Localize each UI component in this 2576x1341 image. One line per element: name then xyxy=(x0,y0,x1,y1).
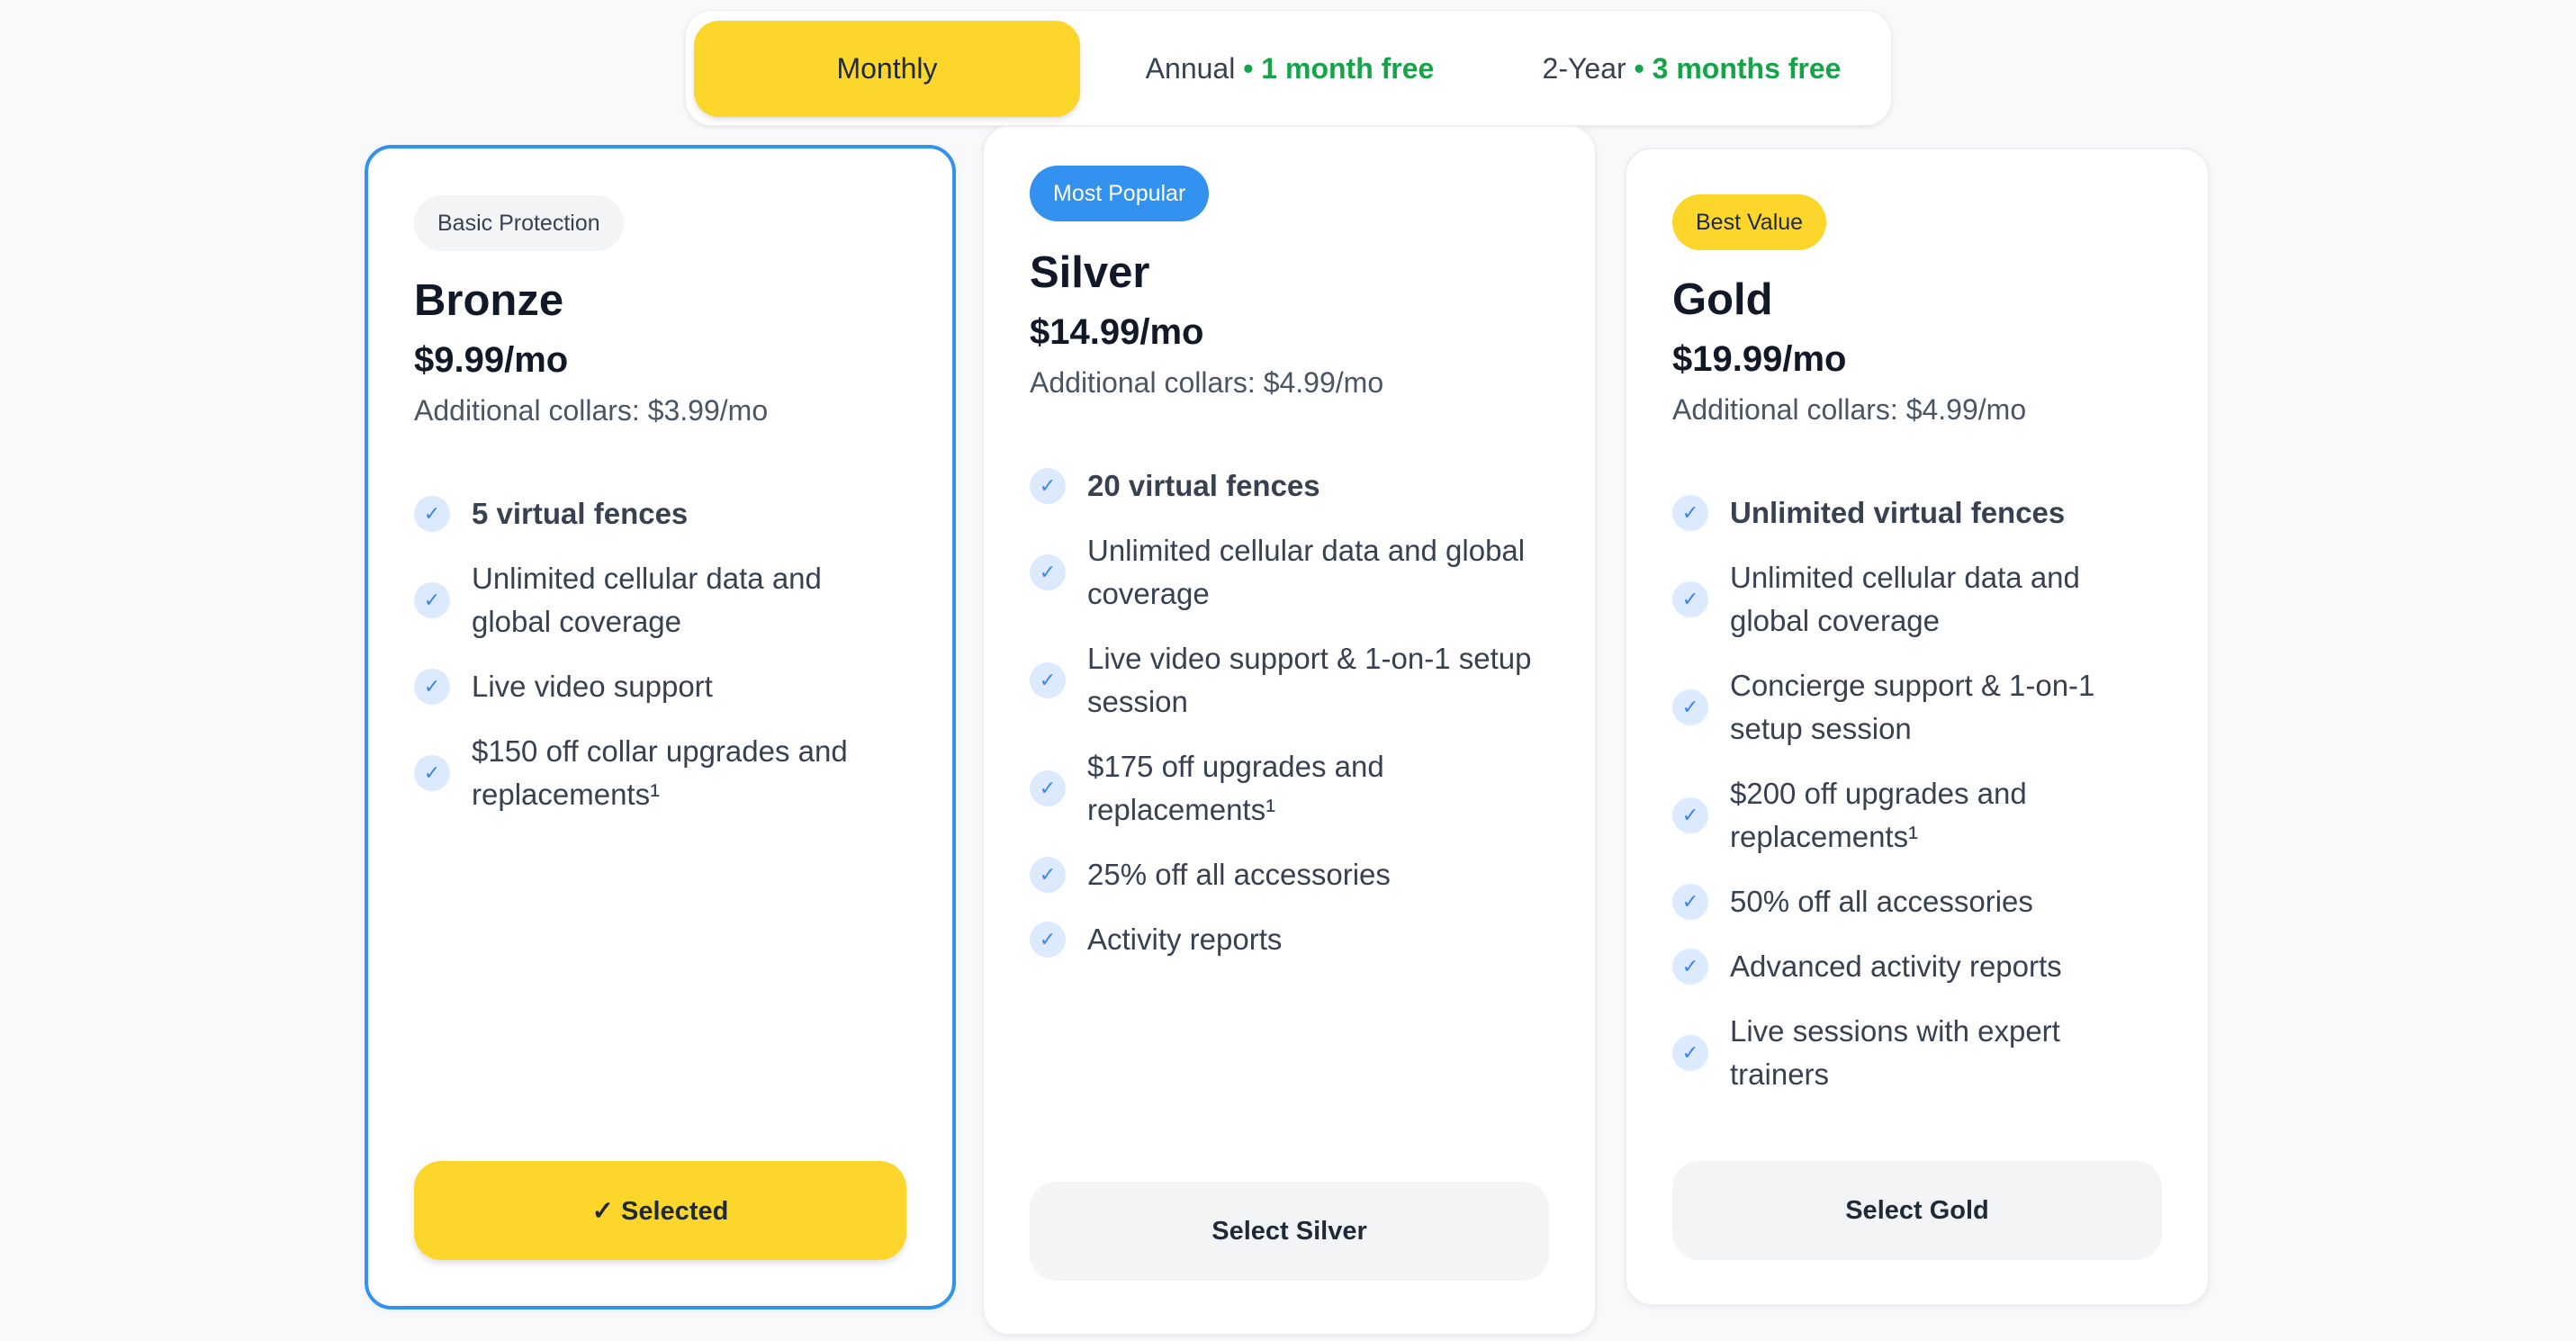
check-circle-icon: ✓ xyxy=(1672,1035,1708,1072)
option-label: 2-Year xyxy=(1542,52,1626,85)
feature-text: Advanced activity reports xyxy=(1730,950,2062,984)
feature-text: $200 off upgrades and replacements¹ xyxy=(1730,777,2027,854)
feature-text: Unlimited cellular data and global cover… xyxy=(472,562,822,639)
feature-text: Activity reports xyxy=(1087,922,1283,957)
plan-badge: Best Value xyxy=(1672,194,1827,250)
check-circle-icon: ✓ xyxy=(414,669,450,706)
feature-text: Unlimited virtual fences xyxy=(1730,496,2066,530)
check-circle-icon: ✓ xyxy=(1672,495,1708,532)
check-circle-icon: ✓ xyxy=(1030,770,1066,807)
feature-item: ✓ Live sessions with expert trainers xyxy=(1672,1010,2162,1096)
plan-price: $14.99/mo xyxy=(1030,311,1204,352)
select-bronze-button[interactable]: ✓ Selected xyxy=(414,1161,906,1260)
feature-item: ✓ Concierge support & 1-on-1 setup sessio… xyxy=(1672,664,2162,751)
plan-badge: Basic Protection xyxy=(414,195,624,251)
feature-item: ✓ $150 off collar upgrades and replacemen… xyxy=(414,730,906,816)
check-circle-icon: ✓ xyxy=(414,755,450,792)
feature-item: ✓ $175 off upgrades and replacements¹ xyxy=(1030,745,1549,832)
feature-text: Live sessions with expert trainers xyxy=(1730,1014,2060,1092)
additional-collars-price: Additional collars: $4.99/mo xyxy=(1030,365,1384,399)
option-label: Annual xyxy=(1145,52,1236,85)
feature-item: ✓ 5 virtual fences xyxy=(414,492,906,536)
check-circle-icon: ✓ xyxy=(1030,468,1066,505)
feature-item: ✓ Live video support & 1-on-1 setup sessi… xyxy=(1030,637,1549,724)
feature-list: ✓ Unlimited virtual fences ✓ Unlimited cell… xyxy=(1672,491,2162,1096)
feature-text: $150 off collar upgrades and replacement… xyxy=(472,734,848,812)
billing-option-annual[interactable]: Annual • 1 month free xyxy=(1118,21,1462,117)
plan-price: $19.99/mo xyxy=(1672,338,1847,379)
feature-item: ✓ Unlimited cellular data and global cove… xyxy=(1030,529,1549,616)
feature-item: ✓ 50% off all accessories xyxy=(1672,880,2162,923)
plan-price: $9.99/mo xyxy=(414,339,569,380)
plan-card-gold[interactable]: Best Value Gold $19.99/mo Additional col… xyxy=(1625,148,2210,1306)
check-circle-icon: ✓ xyxy=(1030,922,1066,958)
check-circle-icon: ✓ xyxy=(1030,857,1066,894)
option-bonus: 1 month free xyxy=(1261,52,1435,85)
feature-text: 25% off all accessories xyxy=(1087,858,1391,892)
plan-card-bronze[interactable]: Basic Protection Bronze $9.99/mo Additio… xyxy=(365,145,956,1310)
feature-text: Concierge support & 1-on-1 setup session xyxy=(1730,669,2095,746)
feature-text: Live video support xyxy=(472,670,713,704)
feature-text: 20 virtual fences xyxy=(1087,469,1320,503)
check-circle-icon: ✓ xyxy=(414,496,450,533)
feature-item: ✓ 25% off all accessories xyxy=(1030,853,1549,896)
feature-text: Live video support & 1-on-1 setup sessio… xyxy=(1087,642,1532,719)
plan-name: Silver xyxy=(1030,248,1150,297)
plan-card-silver[interactable]: Most Popular Silver $14.99/mo Additional… xyxy=(982,125,1597,1336)
check-circle-icon: ✓ xyxy=(1030,554,1066,591)
billing-toggle: Monthly Annual • 1 month free 2-Year • 3… xyxy=(685,10,1892,126)
option-label: Monthly xyxy=(836,52,938,85)
feature-text: $175 off upgrades and replacements¹ xyxy=(1087,750,1384,827)
check-circle-icon: ✓ xyxy=(1672,797,1708,834)
check-circle-icon: ✓ xyxy=(1672,949,1708,986)
feature-item: ✓ Live video support xyxy=(414,665,906,708)
feature-item: ✓ Unlimited virtual fences xyxy=(1672,491,2162,535)
feature-text: Unlimited cellular data and global cover… xyxy=(1730,561,2080,638)
additional-collars-price: Additional collars: $3.99/mo xyxy=(414,393,769,427)
plan-name: Gold xyxy=(1672,275,1773,324)
check-circle-icon: ✓ xyxy=(1672,884,1708,921)
feature-item: ✓ Activity reports xyxy=(1030,918,1549,961)
feature-item: ✓ Advanced activity reports xyxy=(1672,945,2162,988)
billing-option-2-year[interactable]: 2-Year • 3 months free xyxy=(1500,21,1883,117)
feature-text: 5 virtual fences xyxy=(472,497,689,531)
feature-list: ✓ 5 virtual fences ✓ Unlimited cellular dat… xyxy=(414,492,906,816)
feature-item: ✓ Unlimited cellular data and global cove… xyxy=(414,557,906,644)
billing-option-monthly[interactable]: Monthly xyxy=(694,21,1080,117)
separator: • xyxy=(1243,52,1254,85)
feature-text: 50% off all accessories xyxy=(1730,885,2033,919)
additional-collars-price: Additional collars: $4.99/mo xyxy=(1672,392,2027,426)
check-circle-icon: ✓ xyxy=(414,582,450,619)
separator: • xyxy=(1634,52,1644,85)
option-bonus: 3 months free xyxy=(1652,52,1842,85)
plan-badge: Most Popular xyxy=(1030,166,1210,221)
check-circle-icon: ✓ xyxy=(1030,662,1066,699)
feature-item: ✓ 20 virtual fences xyxy=(1030,464,1549,508)
feature-text: Unlimited cellular data and global cover… xyxy=(1087,534,1526,611)
feature-list: ✓ 20 virtual fences ✓ Unlimited cellular da… xyxy=(1030,464,1549,961)
select-gold-button[interactable]: Select Gold xyxy=(1672,1161,2162,1260)
plan-name: Bronze xyxy=(414,276,564,325)
check-circle-icon: ✓ xyxy=(1672,689,1708,726)
check-circle-icon: ✓ xyxy=(1672,581,1708,618)
feature-item: ✓ Unlimited cellular data and global cove… xyxy=(1672,556,2162,643)
select-silver-button[interactable]: Select Silver xyxy=(1030,1182,1549,1281)
feature-item: ✓ $200 off upgrades and replacements¹ xyxy=(1672,772,2162,859)
